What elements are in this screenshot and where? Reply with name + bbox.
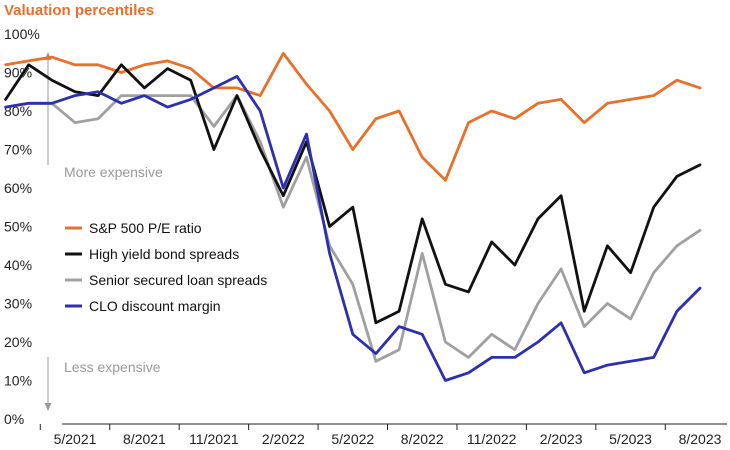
down-arrow-head bbox=[44, 403, 52, 411]
y-tick-label: 0% bbox=[4, 411, 24, 427]
series-lines bbox=[4, 51, 702, 382]
legend-label: High yield bond spreads bbox=[89, 246, 239, 262]
y-tick-label: 20% bbox=[4, 334, 32, 350]
less-expensive-label: Less expensive bbox=[64, 359, 161, 375]
x-tick-label: 2/2023 bbox=[540, 431, 583, 447]
x-tick-label: 5/2021 bbox=[54, 431, 97, 447]
series-line-1 bbox=[4, 51, 702, 182]
legend-label: CLO discount margin bbox=[89, 298, 221, 314]
y-tick-label: 30% bbox=[4, 296, 32, 312]
y-tick-label: 70% bbox=[4, 142, 32, 158]
y-tick-label: 100% bbox=[4, 26, 40, 42]
legend-label: S&P 500 P/E ratio bbox=[89, 220, 202, 236]
x-tick-label: 8/2023 bbox=[679, 431, 722, 447]
chart-title: Valuation percentiles bbox=[4, 2, 154, 19]
series-line-2 bbox=[4, 63, 702, 325]
x-tick-label: 2/2022 bbox=[262, 431, 305, 447]
legend-label: Senior secured loan spreads bbox=[89, 272, 267, 288]
x-axis: 5/2021 8/2021 11/2021 2/2022 5/2022 8/2022 11/… bbox=[39, 423, 727, 447]
series-line-4 bbox=[4, 75, 702, 382]
y-axis-tick-labels: 100%90%80%70%60%50%40%30%20%10%0% bbox=[4, 26, 40, 427]
y-tick-label: 50% bbox=[4, 219, 32, 235]
x-tick-label: 5/2022 bbox=[331, 431, 374, 447]
x-tick-label: 11/2022 bbox=[467, 431, 517, 447]
y-tick-label: 40% bbox=[4, 257, 32, 273]
more-expensive-label: More expensive bbox=[64, 164, 163, 180]
y-tick-label: 60% bbox=[4, 180, 32, 196]
direction-arrows bbox=[44, 52, 52, 411]
y-tick-label: 10% bbox=[4, 373, 32, 389]
x-tick-label: 8/2022 bbox=[401, 431, 444, 447]
series-line-3 bbox=[4, 94, 702, 363]
x-tick-label: 5/2023 bbox=[609, 431, 652, 447]
legend: S&P 500 P/E ratio High yield bond spreads… bbox=[65, 220, 267, 314]
x-tick-label: 11/2021 bbox=[189, 431, 239, 447]
x-tick-label: 8/2021 bbox=[123, 431, 166, 447]
